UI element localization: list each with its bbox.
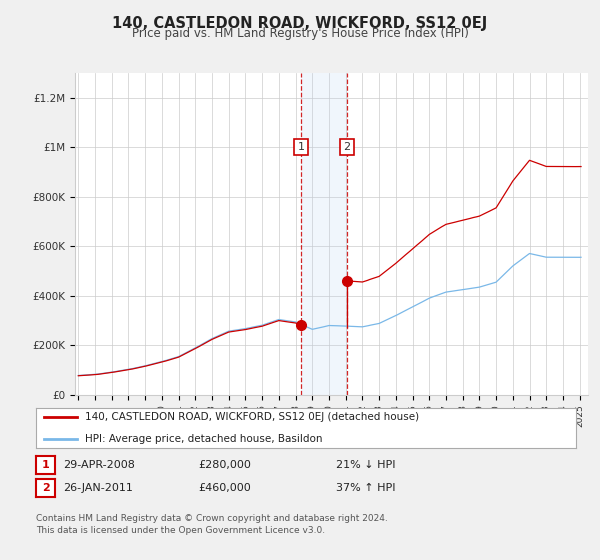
Text: Price paid vs. HM Land Registry's House Price Index (HPI): Price paid vs. HM Land Registry's House …	[131, 27, 469, 40]
Text: 1: 1	[298, 142, 305, 152]
Text: 140, CASTLEDON ROAD, WICKFORD, SS12 0EJ (detached house): 140, CASTLEDON ROAD, WICKFORD, SS12 0EJ …	[85, 412, 419, 422]
Text: 29-APR-2008: 29-APR-2008	[63, 460, 135, 470]
Text: 2: 2	[42, 483, 49, 493]
Text: 1: 1	[42, 460, 49, 470]
Text: £280,000: £280,000	[198, 460, 251, 470]
Text: 26-JAN-2011: 26-JAN-2011	[63, 483, 133, 493]
Text: £460,000: £460,000	[198, 483, 251, 493]
Text: 2: 2	[343, 142, 350, 152]
Text: 21% ↓ HPI: 21% ↓ HPI	[336, 460, 395, 470]
Text: Contains HM Land Registry data © Crown copyright and database right 2024.
This d: Contains HM Land Registry data © Crown c…	[36, 514, 388, 535]
Text: 140, CASTLEDON ROAD, WICKFORD, SS12 0EJ: 140, CASTLEDON ROAD, WICKFORD, SS12 0EJ	[112, 16, 488, 31]
Bar	[301, 73, 347, 395]
Text: HPI: Average price, detached house, Basildon: HPI: Average price, detached house, Basi…	[85, 434, 322, 444]
Text: 37% ↑ HPI: 37% ↑ HPI	[336, 483, 395, 493]
